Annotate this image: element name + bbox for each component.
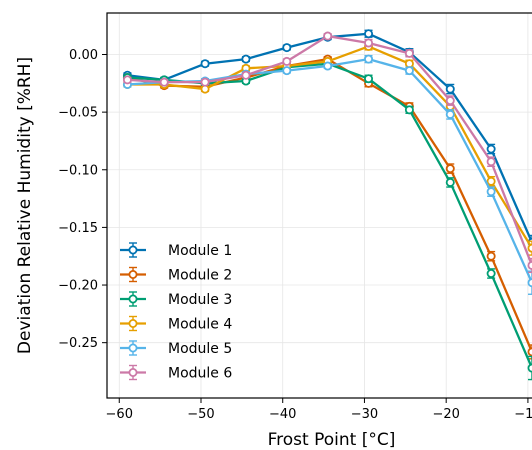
data-point: [159, 77, 169, 87]
data-point: [527, 278, 532, 288]
legend-swatch-marker: [128, 343, 138, 353]
legend-entry: Module 3: [120, 291, 232, 308]
data-point: [486, 144, 496, 154]
data-point: [282, 56, 292, 66]
legend-entry: Module 4: [120, 315, 232, 333]
legend-swatch-marker: [128, 294, 138, 304]
y-tick-label: −0.10: [58, 163, 98, 178]
axis-ticks: −60 −50 −40 −30 −20 −10 0.00 −0.05 −0.10 −0.15 −0.…: [58, 48, 532, 422]
data-point: [200, 59, 210, 69]
x-tick-label: −20: [432, 407, 459, 422]
y-tick-label: 0.00: [69, 48, 98, 63]
data-point: [122, 75, 132, 85]
y-tick-label: −0.15: [58, 221, 98, 236]
y-tick-label: −0.20: [58, 279, 98, 294]
data-point: [404, 48, 414, 58]
x-axis-label: Frost Point [°C]: [268, 430, 396, 450]
x-tick-label: −50: [187, 407, 214, 422]
data-point: [527, 363, 532, 373]
x-tick-label: −40: [269, 407, 296, 422]
data-point: [241, 54, 251, 64]
legend-label: Module 4: [168, 317, 232, 333]
legend-entry: Module 5: [120, 340, 232, 357]
data-point: [445, 177, 455, 187]
series-module-4: [122, 41, 532, 256]
x-tick-label: −60: [106, 407, 133, 422]
data-point: [527, 347, 532, 357]
series-line: [127, 45, 532, 249]
x-tick-label: −10: [514, 407, 532, 422]
data-point: [404, 66, 414, 76]
grid-lines: [107, 13, 532, 398]
legend: Module 1 Module 2 Module 3 Module 4 Module 5…: [120, 242, 232, 382]
data-point: [364, 38, 374, 48]
data-point: [527, 243, 532, 253]
data-point: [527, 260, 532, 270]
data-point: [364, 54, 374, 64]
data-point: [486, 251, 496, 261]
legend-swatch-marker: [128, 245, 138, 255]
data-point: [323, 31, 333, 41]
data-point: [323, 61, 333, 71]
legend-swatch-marker: [128, 367, 138, 377]
legend-entry: Module 6: [120, 364, 232, 382]
y-tick-label: −0.05: [58, 106, 98, 121]
data-point: [241, 70, 251, 80]
legend-swatch-marker: [128, 318, 138, 328]
plot-frame: [106, 12, 532, 399]
data-point: [486, 176, 496, 186]
data-point: [200, 77, 210, 87]
legend-entry: Module 1: [120, 242, 232, 259]
series-module-6: [122, 31, 532, 274]
data-point: [404, 105, 414, 115]
data-point: [282, 66, 292, 76]
series-layer: [122, 29, 532, 381]
data-point: [486, 157, 496, 167]
y-axis-label: Deviation Relative Humidity [%RH]: [15, 57, 35, 354]
y-tick-label: −0.25: [58, 336, 98, 351]
legend-entry: Module 2: [120, 266, 232, 284]
data-point: [364, 29, 374, 39]
legend-swatch-marker: [128, 269, 138, 279]
data-point: [445, 84, 455, 94]
data-point: [445, 164, 455, 174]
data-point: [486, 269, 496, 279]
series-module-2: [122, 54, 532, 360]
data-point: [282, 43, 292, 53]
legend-label: Module 1: [168, 243, 232, 259]
legend-label: Module 5: [168, 341, 232, 357]
x-tick-label: −30: [351, 407, 378, 422]
data-point: [445, 96, 455, 106]
legend-label: Module 2: [168, 268, 232, 284]
legend-label: Module 6: [168, 366, 232, 382]
legend-label: Module 3: [168, 292, 232, 308]
data-point: [364, 74, 374, 84]
data-point: [445, 109, 455, 119]
data-point: [486, 187, 496, 197]
